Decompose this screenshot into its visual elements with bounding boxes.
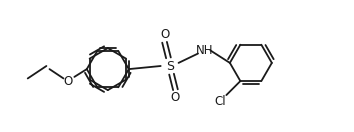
Text: Cl: Cl bbox=[214, 95, 226, 108]
Text: O: O bbox=[160, 28, 169, 41]
Text: S: S bbox=[166, 60, 174, 72]
Text: O: O bbox=[171, 91, 180, 104]
Text: NH: NH bbox=[195, 44, 213, 57]
Text: O: O bbox=[63, 75, 73, 88]
